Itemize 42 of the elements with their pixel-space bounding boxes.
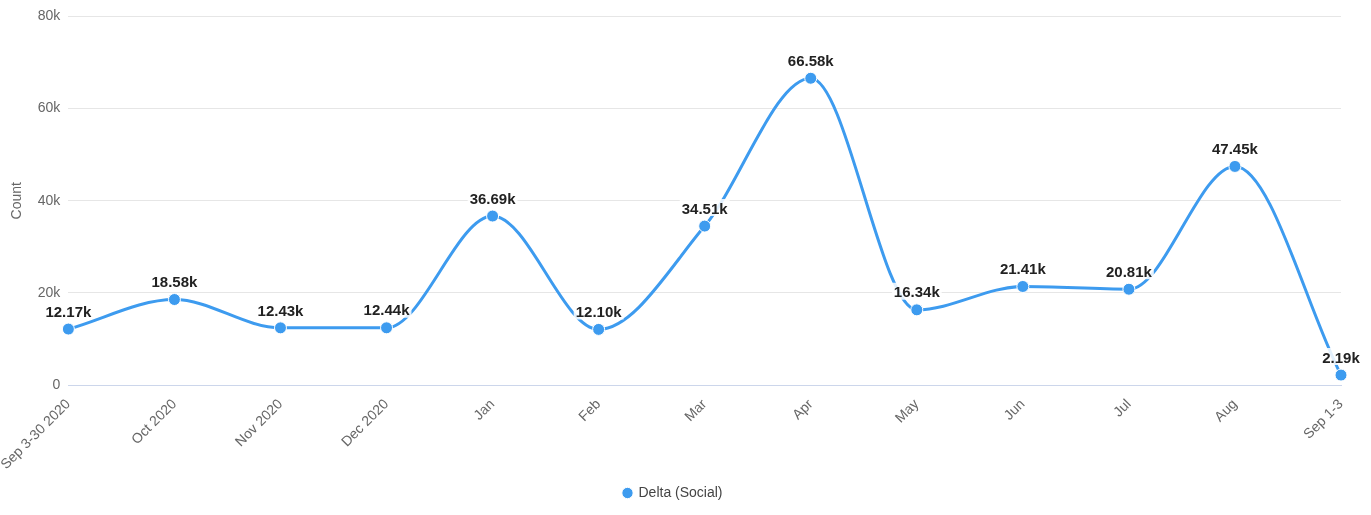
x-tick-label: Aug [1210,395,1240,425]
point [1334,368,1348,382]
legend-label: Delta (Social) [638,483,723,500]
x-tick-label: May [891,395,922,426]
point [273,321,287,335]
x-tick-label: Mar [681,395,710,425]
y-tick-label: 60k [37,99,62,116]
point [167,293,181,307]
data-label: 12.17k [45,302,92,320]
data-label: 12.10k [575,303,623,321]
x-tick-label: Jul [1109,395,1134,420]
point [1228,159,1242,173]
data-label: 21.41k [999,260,1047,278]
point [1122,282,1136,296]
point [804,71,818,85]
x-tick-label: Feb [575,395,604,425]
point [592,322,606,336]
point [380,321,394,335]
y-tick-label: 20k [37,283,62,300]
x-tick-label: Jun [1000,395,1028,423]
data-label: 34.51k [681,199,729,217]
y-tick-label: 80k [37,7,62,24]
data-label: 12.44k [363,301,411,319]
x-tick-label: Jan [470,395,498,423]
x-tick-label: Apr [788,395,816,423]
point [61,322,75,336]
y-tick-label: 0 [52,376,61,393]
point [1016,279,1030,293]
point [910,303,924,317]
point [698,219,712,233]
y-axis-title: Count [8,182,25,220]
data-label: 20.81k [1105,262,1153,280]
y-tick-label: 40k [37,191,62,208]
x-tick-label: Sep 1-3 [1299,395,1346,442]
data-label: 36.69k [469,189,517,207]
data-label: 12.43k [257,301,305,319]
data-label: 18.58k [151,273,199,291]
data-label: 2.19k [1322,348,1361,366]
data-label: 66.58k [787,51,835,69]
data-label: 47.45k [1212,140,1259,158]
point [486,209,500,223]
data-label: 16.34k [893,283,941,301]
